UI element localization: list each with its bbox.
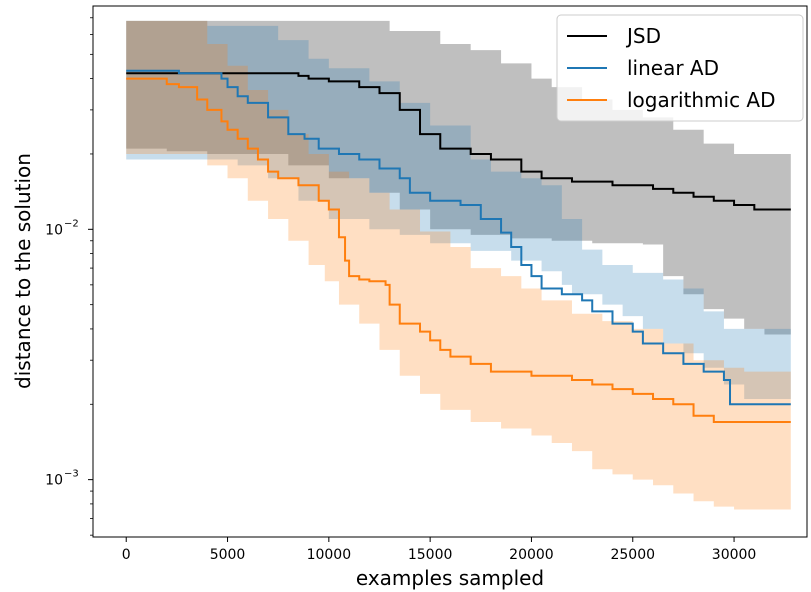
x-tick-label: 0: [122, 547, 131, 563]
series-line-logarithmic-ad: [126, 77, 791, 423]
legend: JSD linear AD logarithmic AD: [556, 14, 804, 122]
x-axis-label: examples sampled: [356, 566, 544, 590]
legend-box: [556, 14, 804, 122]
series-line-jsd: [126, 72, 791, 211]
band-jsd: [126, 20, 791, 338]
y-axis-ticks: 10−310−2: [45, 17, 93, 536]
legend-label-jsd: JSD: [625, 24, 661, 48]
series-line-linear-ad: [126, 69, 791, 406]
y-tick-label-exponent: −2: [64, 218, 79, 229]
x-tick-label: 15000: [408, 547, 453, 563]
median-lines: [126, 69, 791, 423]
x-tick-label: 25000: [610, 547, 655, 563]
x-tick-label: 30000: [712, 547, 757, 563]
y-tick-label: 10 −3: [45, 469, 79, 489]
x-tick-label: 5000: [210, 547, 246, 563]
x-tick-label: 10000: [307, 547, 352, 563]
y-axis-label: distance to the solution: [11, 153, 35, 389]
y-tick-label: 10 −2: [45, 218, 79, 238]
legend-label-logarithmic-ad: logarithmic AD: [627, 88, 776, 112]
legend-label-linear-ad: linear AD: [627, 56, 719, 80]
x-axis-ticks: 0 5000 10000 15000 20000 25000 30000: [122, 537, 757, 563]
band-linear-ad: [126, 20, 791, 405]
x-tick-label: 20000: [509, 547, 554, 563]
plot-frame: [92, 5, 808, 538]
y-tick-label-base: 10: [45, 222, 63, 238]
y-tick-label-base: 10: [45, 473, 63, 489]
y-tick-label-exponent: −3: [64, 469, 79, 480]
